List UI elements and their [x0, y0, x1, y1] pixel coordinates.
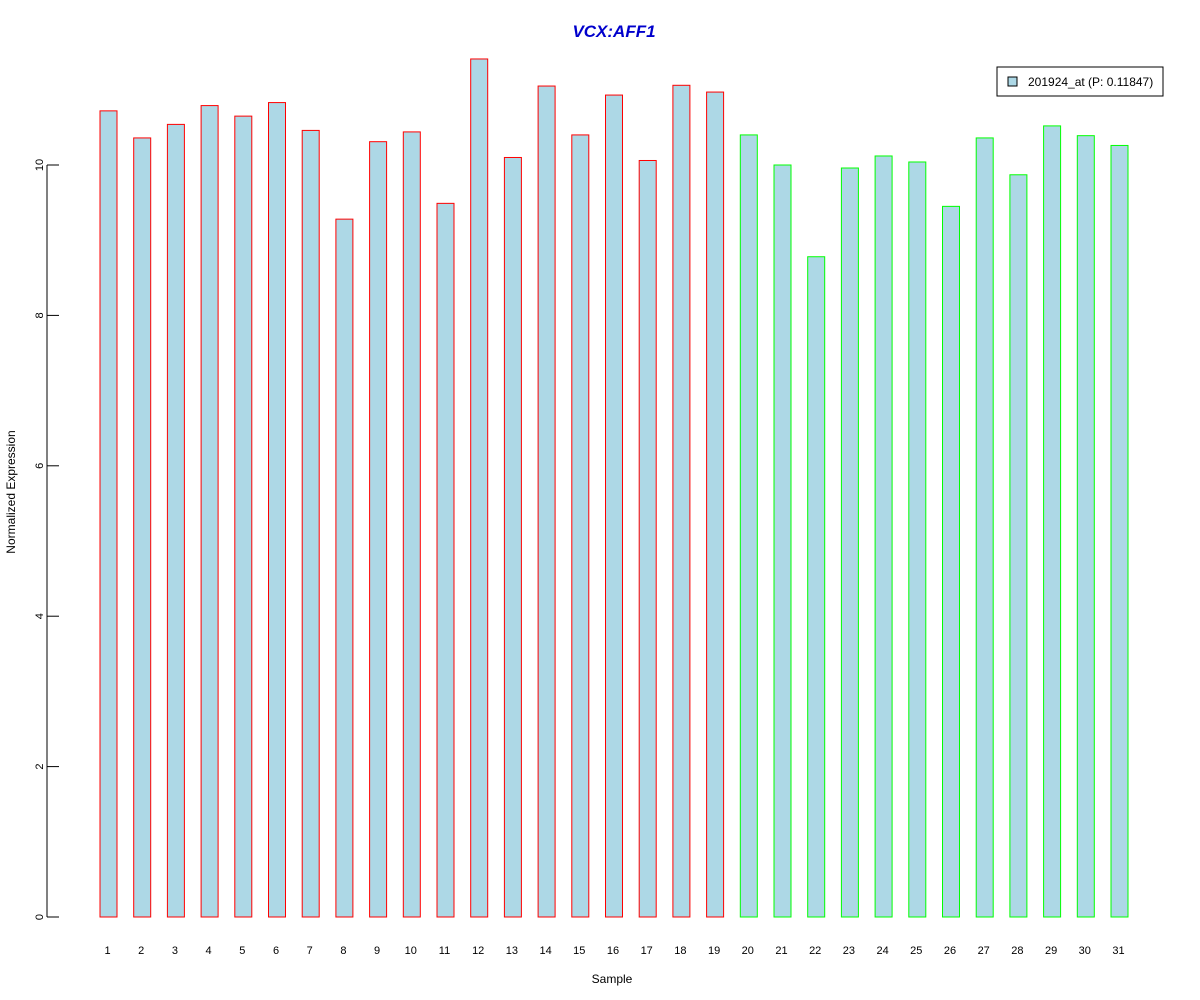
- bar-sample-9: [369, 141, 388, 918]
- x-tick-label: 19: [708, 945, 720, 957]
- bar-sample-22: [807, 256, 826, 918]
- chart-title: VCX:AFF1: [572, 22, 655, 41]
- x-tick-label: 6: [273, 945, 279, 957]
- bars-group: [99, 58, 1129, 918]
- x-tick-label: 21: [775, 945, 787, 957]
- x-tick-label: 10: [405, 945, 417, 957]
- bar-sample-24: [874, 155, 893, 918]
- x-tick-label: 30: [1079, 945, 1091, 957]
- x-tick-label: 14: [539, 945, 551, 957]
- bar-sample-17: [638, 159, 657, 918]
- bar-sample-5: [234, 115, 253, 918]
- bar-sample-29: [1043, 125, 1062, 918]
- x-tick-label: 11: [439, 945, 450, 957]
- bar-sample-10: [402, 131, 421, 918]
- bar-sample-16: [605, 94, 623, 918]
- y-axis-label: Normalized Expression: [4, 430, 18, 553]
- y-tick-label: 8: [34, 312, 46, 318]
- x-tick-label: 20: [742, 945, 754, 957]
- x-tick-label: 7: [307, 945, 313, 957]
- bar-sample-20: [739, 134, 758, 918]
- y-tick-label: 6: [34, 463, 46, 469]
- x-axis-label: Sample: [592, 972, 633, 986]
- bar-sample-26: [942, 205, 960, 918]
- bar-sample-14: [537, 85, 556, 918]
- x-tick-label: 24: [876, 945, 888, 957]
- x-tick-label: 29: [1045, 945, 1057, 957]
- x-tick-label: 12: [472, 945, 484, 957]
- x-tick-label: 26: [944, 945, 956, 957]
- x-tick-label: 31: [1112, 945, 1124, 957]
- bar-sample-25: [908, 161, 927, 918]
- bar-sample-12: [470, 58, 489, 918]
- x-tick-label: 18: [674, 945, 686, 957]
- x-tick-label: 16: [607, 945, 619, 957]
- x-tick-label: 9: [374, 945, 380, 957]
- bar-sample-31: [1110, 144, 1129, 918]
- bar-sample-6: [268, 102, 286, 918]
- x-tick-label: 3: [172, 945, 178, 957]
- bar-sample-19: [706, 91, 725, 918]
- bar-sample-2: [133, 137, 152, 918]
- x-tick-label: 27: [978, 945, 990, 957]
- bar-sample-18: [672, 84, 691, 918]
- bar-sample-30: [1076, 135, 1095, 918]
- x-tick-label: 28: [1011, 945, 1023, 957]
- x-tick-label: 13: [506, 945, 518, 957]
- x-tick-label: 23: [843, 945, 855, 957]
- bar-sample-8: [335, 218, 354, 918]
- bar-sample-7: [301, 129, 320, 918]
- bar-sample-4: [200, 105, 219, 918]
- bar-sample-3: [166, 123, 185, 918]
- legend-swatch: [1007, 76, 1018, 87]
- y-tick-label: 4: [34, 613, 46, 619]
- x-tick-label: 8: [340, 945, 346, 957]
- bar-sample-13: [503, 156, 522, 918]
- bar-sample-28: [1009, 174, 1028, 918]
- bar-sample-21: [773, 164, 792, 918]
- x-tick-label: 17: [641, 945, 653, 957]
- x-tick-label: 15: [573, 945, 585, 957]
- bar-sample-27: [975, 137, 994, 918]
- x-axis-tick-labels: 1 2 3 4 5 6 7 8 9 10 11 12 13 14 15 16 17 18 19 20 21 22 23 24 2…: [104, 945, 1124, 957]
- bar-sample-15: [571, 134, 590, 918]
- y-axis: 0 2 4 6 8 10: [34, 159, 59, 920]
- y-tick-label: 10: [34, 159, 46, 171]
- x-tick-label: 22: [809, 945, 821, 957]
- x-tick-label: 25: [910, 945, 922, 957]
- y-tick-label: 0: [34, 914, 46, 920]
- x-tick-label: 5: [239, 945, 245, 957]
- x-tick-label: 4: [206, 945, 212, 957]
- legend-box: [996, 66, 1164, 97]
- x-tick-label: 1: [104, 945, 110, 957]
- legend-label: 201924_at (P: 0.11847): [1028, 75, 1153, 89]
- bar-sample-1: [99, 110, 118, 918]
- legend: 201924_at (P: 0.11847): [996, 66, 1164, 97]
- y-tick-label: 2: [34, 764, 46, 770]
- bar-sample-23: [840, 167, 859, 918]
- bar-sample-11: [436, 202, 455, 918]
- x-tick-label: 2: [138, 945, 144, 957]
